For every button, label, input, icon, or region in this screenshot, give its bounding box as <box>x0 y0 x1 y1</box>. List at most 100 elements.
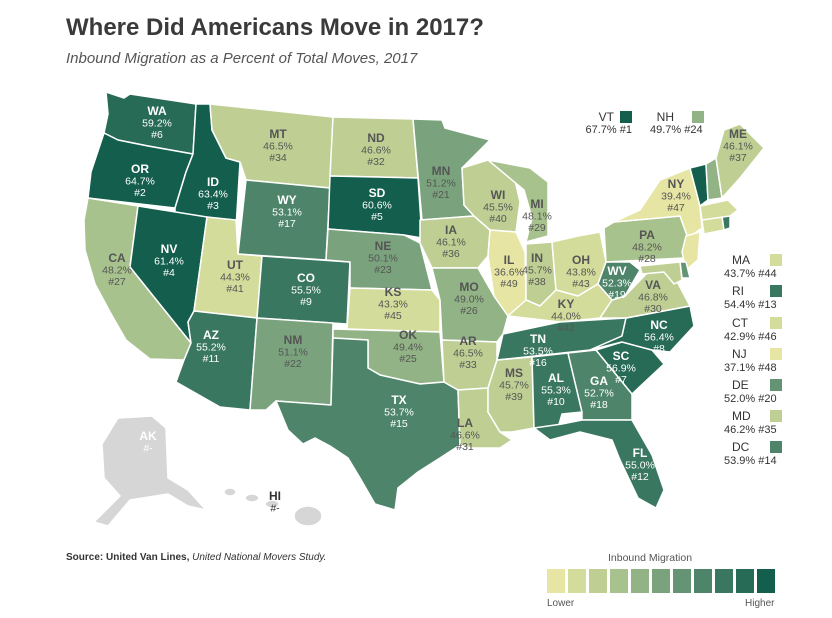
callout-nh: NH 49.7% #24 <box>650 110 704 136</box>
side-state-swatch <box>770 317 782 329</box>
side-state-swatch <box>770 348 782 360</box>
state-label-rank-wi: #40 <box>489 213 507 225</box>
state-label-value-wi: 45.5% <box>483 202 513 214</box>
side-state-swatch <box>770 379 782 391</box>
state-shape-ri[interactable] <box>721 215 731 231</box>
state-shape-ks[interactable] <box>346 287 441 333</box>
state-label-rank-mo: #26 <box>460 305 478 317</box>
legend-swatch-10 <box>757 569 775 593</box>
state-label-rank-me: #37 <box>729 152 747 164</box>
state-shape-ma[interactable] <box>699 199 739 221</box>
state-label-value-nm: 51.1% <box>278 347 308 359</box>
map-subtitle: Inbound Migration as a Percent of Total … <box>66 50 418 67</box>
state-label-rank-il: #49 <box>500 278 518 290</box>
legend-swatch-7 <box>694 569 712 593</box>
state-label-abbr-ak: AK <box>139 429 157 443</box>
state-shape-sd[interactable] <box>327 175 423 239</box>
state-label-rank-id: #3 <box>207 200 219 212</box>
state-label-rank-tn: #16 <box>529 357 547 369</box>
color-scale-legend <box>547 569 775 593</box>
state-label-value-ak: #- <box>143 443 153 455</box>
state-label-rank-mn: #21 <box>432 189 450 201</box>
state-label-rank-oh: #43 <box>572 278 590 290</box>
state-label-value-az: 55.2% <box>196 342 226 354</box>
state-label-abbr-sc: SC <box>613 349 630 363</box>
state-label-abbr-wy: WY <box>277 193 296 207</box>
state-label-abbr-wi: WI <box>491 188 506 202</box>
state-shape-fl[interactable] <box>533 419 665 509</box>
state-label-value-mo: 49.0% <box>454 294 484 306</box>
state-label-abbr-mo: MO <box>459 280 478 294</box>
state-label-abbr-hi: HI <box>269 489 281 503</box>
legend-swatch-5 <box>652 569 670 593</box>
state-label-abbr-ms: MS <box>505 366 523 380</box>
state-label-value-ca: 48.2% <box>102 265 132 277</box>
state-label-abbr-mi: MI <box>530 197 543 211</box>
state-shape-nj[interactable] <box>681 231 701 271</box>
state-shape-ky[interactable] <box>507 283 613 323</box>
hi-island-4 <box>293 505 323 527</box>
state-label-value-ok: 49.4% <box>393 342 423 354</box>
state-label-rank-nm: #22 <box>284 358 302 370</box>
state-label-value-wy: 53.1% <box>272 207 302 219</box>
state-shape-me[interactable] <box>715 123 765 199</box>
map-title: Where Did Americans Move in 2017? <box>66 14 484 41</box>
state-label-abbr-il: IL <box>504 253 515 267</box>
side-state-abbr: RI <box>732 284 744 298</box>
state-shape-tx[interactable] <box>275 337 461 511</box>
state-label-value-al: 55.3% <box>541 385 571 397</box>
state-label-abbr-ut: UT <box>227 258 244 272</box>
state-label-value-ne: 50.1% <box>368 253 398 265</box>
state-label-rank-tx: #15 <box>390 418 408 430</box>
state-label-value-nv: 61.4% <box>154 256 184 268</box>
legend-swatch-1 <box>568 569 586 593</box>
state-label-value-tx: 53.7% <box>384 407 414 419</box>
state-label-rank-wa: #6 <box>151 129 163 141</box>
state-label-rank-nd: #32 <box>367 156 385 168</box>
state-label-abbr-ks: KS <box>385 285 402 299</box>
state-label-value-ga: 52.7% <box>584 388 614 400</box>
state-label-abbr-ok: OK <box>399 328 417 342</box>
state-label-rank-az: #11 <box>203 353 220 365</box>
state-label-value-co: 55.5% <box>291 285 321 297</box>
state-label-value-tn: 53.5% <box>523 346 553 358</box>
state-label-abbr-in: IN <box>531 251 543 265</box>
state-label-rank-la: #31 <box>456 441 474 453</box>
state-label-rank-wv: #19 <box>608 289 626 301</box>
side-state-swatch <box>770 285 782 297</box>
side-state-abbr: DC <box>732 440 750 454</box>
state-label-value-in: 45.7% <box>522 265 552 277</box>
state-shape-mi[interactable] <box>487 159 549 243</box>
legend-swatch-8 <box>715 569 733 593</box>
state-label-value-ks: 43.3% <box>378 299 408 311</box>
state-label-abbr-ga: GA <box>590 374 608 388</box>
state-label-rank-sd: #5 <box>371 211 383 223</box>
side-state-abbr: MA <box>732 253 750 267</box>
state-label-abbr-fl: FL <box>633 446 648 460</box>
state-shape-md[interactable] <box>639 261 683 285</box>
state-label-rank-ca: #27 <box>108 276 126 288</box>
state-label-rank-ny: #47 <box>667 202 685 214</box>
side-state-value: 54.4% #13 <box>724 299 777 311</box>
state-label-value-mn: 51.2% <box>426 178 456 190</box>
callout-nh-value: 49.7% #24 <box>650 124 703 136</box>
state-label-value-mt: 46.5% <box>263 141 293 153</box>
state-label-value-mi: 48.1% <box>522 211 552 223</box>
state-label-abbr-id: ID <box>207 175 219 189</box>
state-shape-il[interactable] <box>487 229 527 319</box>
state-label-rank-ks: #45 <box>384 310 402 322</box>
state-label-rank-ia: #36 <box>442 248 460 260</box>
state-label-value-ia: 46.1% <box>436 237 466 249</box>
state-label-abbr-al: AL <box>548 371 564 385</box>
state-shape-hi[interactable] <box>223 487 323 527</box>
state-label-abbr-nc: NC <box>650 318 668 332</box>
state-label-value-la: 46.6% <box>450 430 480 442</box>
state-label-abbr-wv: WV <box>607 264 626 278</box>
state-label-abbr-va: VA <box>645 278 661 292</box>
state-shape-ak[interactable] <box>93 415 207 527</box>
state-label-value-fl: 55.0% <box>625 460 655 472</box>
callout-vt-value: 67.7% #1 <box>585 124 632 136</box>
state-label-abbr-or: OR <box>131 162 149 176</box>
hi-island-2 <box>244 493 260 503</box>
